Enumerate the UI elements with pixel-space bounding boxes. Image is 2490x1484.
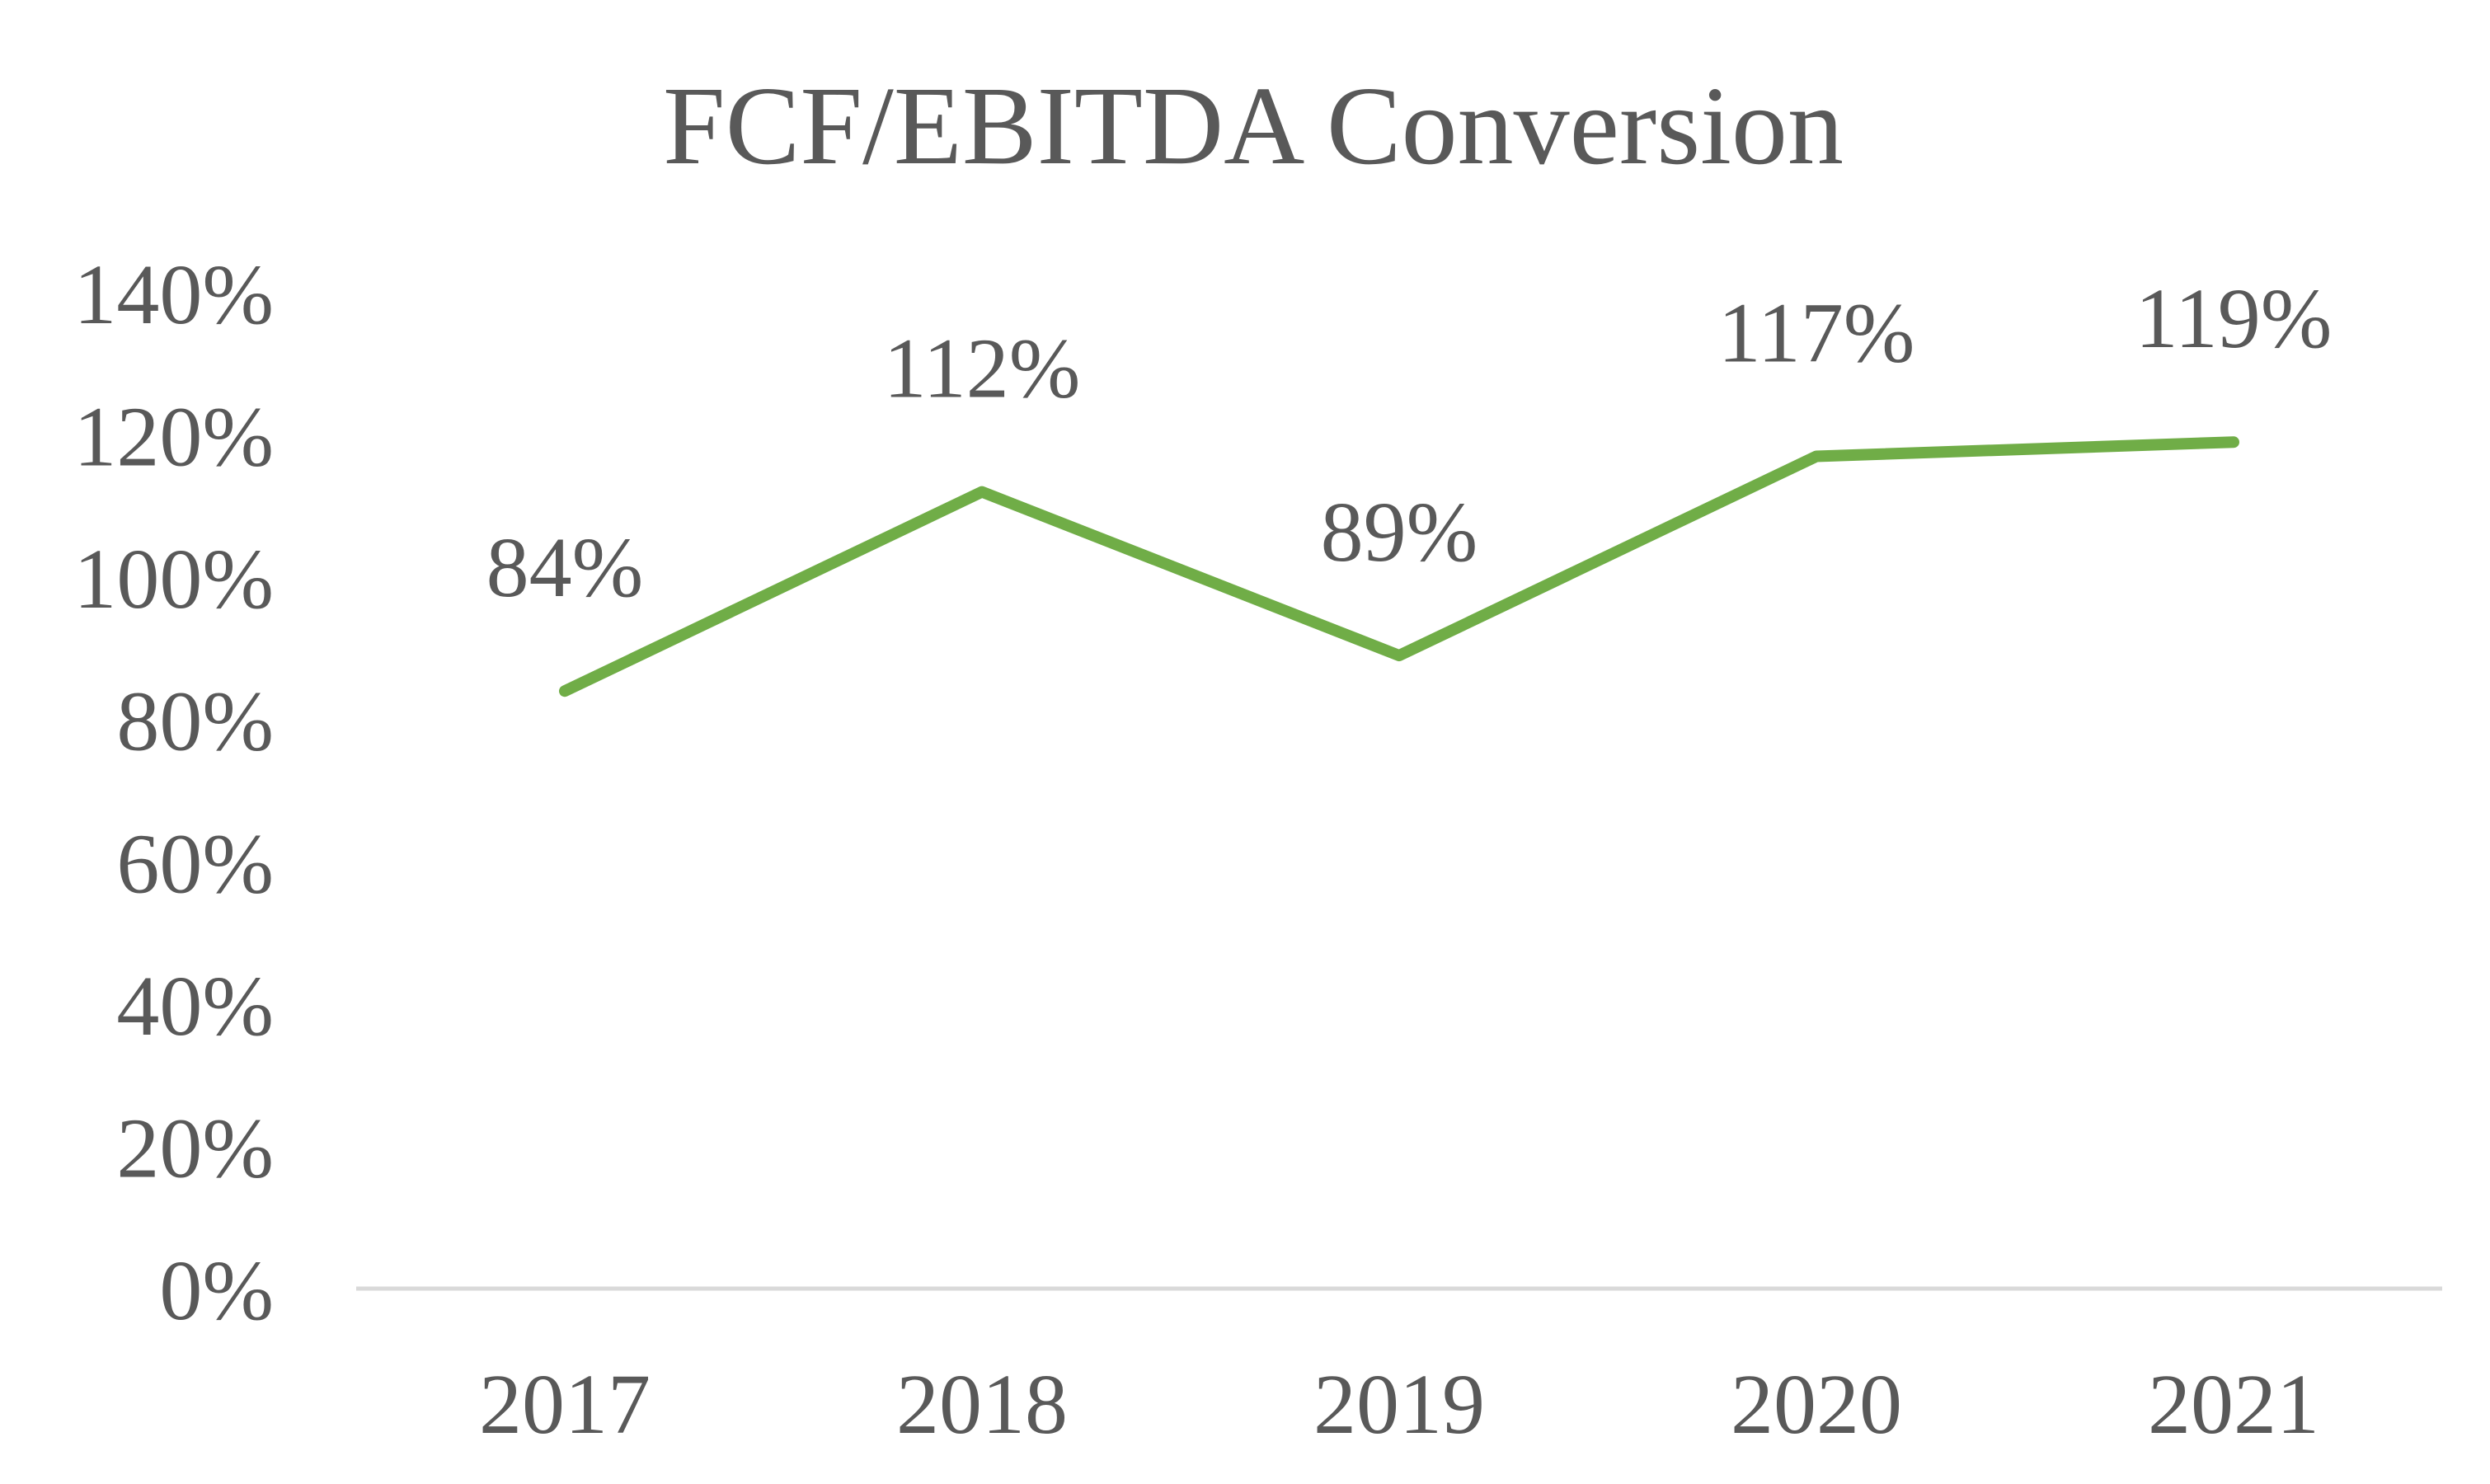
x-tick-label: 2021 <box>2148 1357 2319 1452</box>
y-tick-label: 100% <box>73 532 274 627</box>
series-line-fcf-ebitda <box>559 436 2239 697</box>
data-labels: 84% 112% 89% 117% 119% <box>486 271 2333 615</box>
data-label: 119% <box>2135 271 2333 366</box>
chart-title: FCF/EBITDA Conversion <box>663 64 1844 188</box>
y-tick-label: 80% <box>116 674 274 769</box>
data-label: 112% <box>884 322 1081 416</box>
x-tick-label: 2018 <box>896 1357 1068 1452</box>
y-tick-label: 0% <box>159 1243 274 1338</box>
y-tick-label: 60% <box>116 816 274 911</box>
x-axis-ticks: 2017 2018 2019 2020 2021 <box>479 1357 2319 1452</box>
data-label: 84% <box>486 520 644 615</box>
y-tick-label: 140% <box>73 247 274 342</box>
x-tick-label: 2020 <box>1731 1357 1902 1452</box>
y-tick-label: 40% <box>116 959 274 1054</box>
y-tick-label: 120% <box>73 390 274 485</box>
data-label: 117% <box>1718 285 1915 380</box>
y-axis-ticks: 0% 20% 40% 60% 80% 100% 120% 140% <box>73 247 274 1338</box>
data-label: 89% <box>1321 485 1478 580</box>
x-tick-label: 2017 <box>479 1357 651 1452</box>
y-tick-label: 20% <box>116 1101 274 1195</box>
x-tick-label: 2019 <box>1313 1357 1485 1452</box>
